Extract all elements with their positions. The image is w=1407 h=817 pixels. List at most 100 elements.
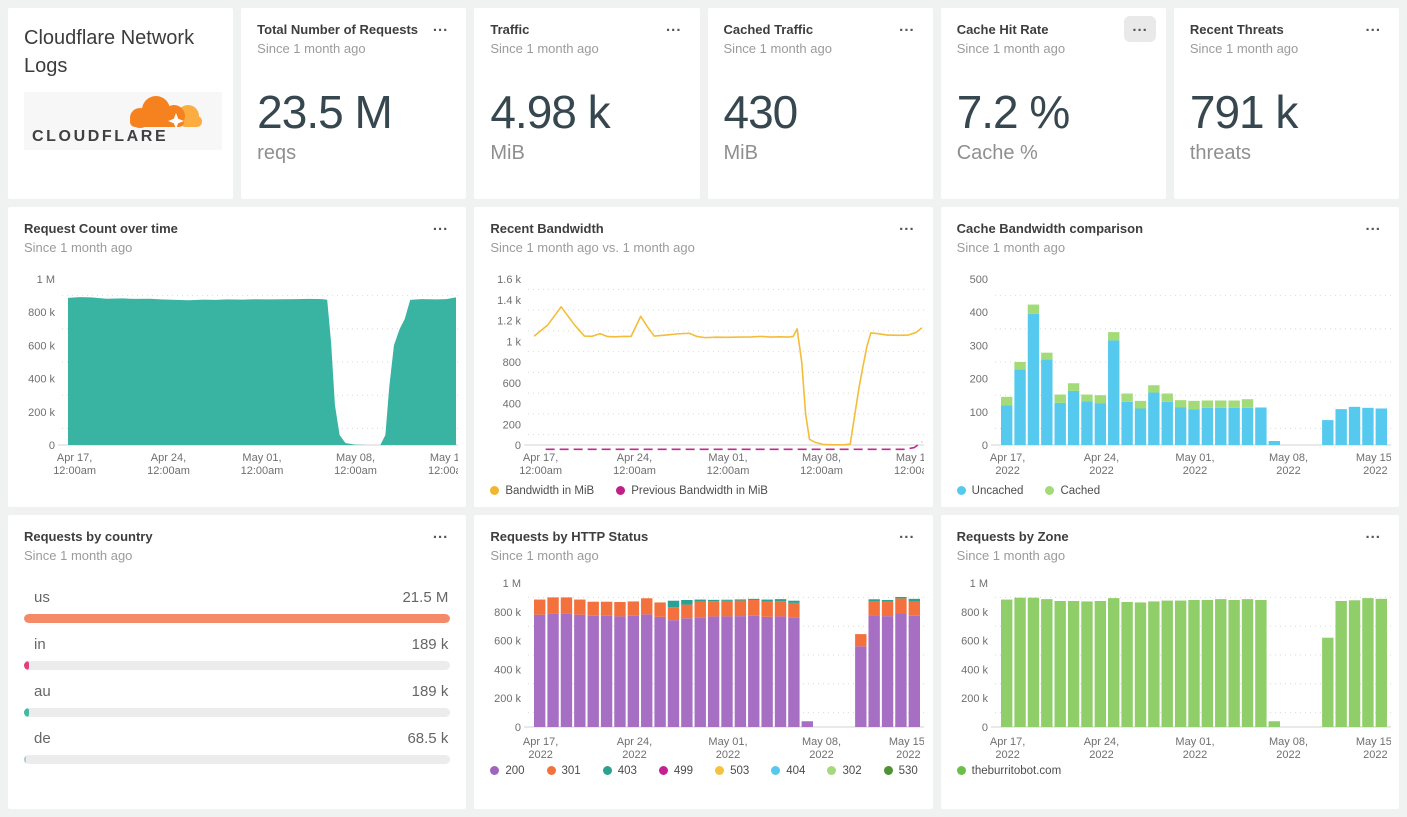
svg-text:300: 300 — [969, 340, 987, 352]
legend-label: 404 — [786, 764, 806, 777]
svg-text:May 01,2022: May 01, 2022 — [1175, 736, 1214, 761]
legend-label: theburritobot.com — [971, 764, 1062, 777]
legend-item[interactable]: 530 — [883, 764, 918, 777]
svg-text:May 15,2022: May 15,2022 — [1356, 452, 1391, 477]
stat-unit: threats — [1189, 142, 1252, 165]
svg-text:Apr 24,12:00am: Apr 24, 12:00am — [613, 452, 656, 477]
legend-dot — [546, 766, 556, 776]
stat-value: 430 — [723, 86, 799, 138]
panel-subtitle: Since 1 month ago — [723, 41, 832, 56]
legend-item[interactable]: Bandwidth in MiB — [490, 485, 594, 497]
panel-menu-button[interactable]: ... — [1124, 16, 1156, 42]
panel-menu-button[interactable]: ... — [432, 18, 449, 35]
svg-text:May 08,2022: May 08, 2022 — [1269, 452, 1308, 477]
legend-label: 503 — [730, 764, 750, 777]
legend-item[interactable]: 404 — [771, 765, 805, 777]
cloudflare-logo: CLOUDFLARE — [24, 92, 222, 150]
legend-dot — [715, 766, 725, 776]
svg-text:0: 0 — [982, 722, 988, 734]
panel-title: Recent Bandwidth — [490, 220, 604, 236]
panel-branding: Cloudflare Network Logs CLOUDFLARE — [8, 8, 234, 199]
panel-title: Recent Threats — [1189, 22, 1284, 37]
legend-item[interactable]: 403 — [602, 765, 637, 777]
svg-text:200 k: 200 k — [961, 693, 988, 705]
stat-value: 23.5 M — [257, 86, 393, 138]
legend-dot — [771, 766, 781, 776]
legend-label: Uncached — [971, 484, 1024, 497]
country-row: au 189 k — [24, 682, 451, 717]
stat-value: 4.98 k — [490, 86, 610, 138]
svg-text:0: 0 — [49, 440, 55, 452]
panel-menu-button[interactable]: ... — [432, 216, 449, 234]
svg-text:May 15,12:00am: May 15,12:00am — [894, 452, 924, 477]
svg-text:200: 200 — [969, 373, 987, 385]
country-bar-fill — [24, 613, 451, 623]
svg-text:600: 600 — [503, 378, 521, 390]
legend-dot — [616, 486, 626, 496]
stat-value: 791 k — [1189, 86, 1299, 138]
panel-title: Traffic — [490, 22, 530, 37]
panel-menu-button[interactable]: ... — [1365, 524, 1381, 542]
legend-item[interactable]: Previous Bandwidth in MiB — [616, 485, 768, 497]
chart-legend: Bandwidth in MiB Previous Bandwidth in Mi… — [490, 485, 924, 497]
panel-menu-button[interactable]: ... — [899, 216, 915, 234]
svg-text:600 k: 600 k — [494, 635, 521, 647]
svg-text:1 M: 1 M — [503, 578, 521, 590]
legend-dot — [658, 766, 668, 776]
country-bar-track — [24, 613, 451, 623]
panel-menu-button[interactable]: ... — [1365, 18, 1382, 35]
legend-dot — [602, 766, 612, 776]
panel-menu-button[interactable]: ... — [432, 524, 449, 542]
legend-item[interactable]: Cached — [1045, 485, 1100, 497]
legend-dot — [490, 766, 500, 776]
svg-text:Apr 17,2022: Apr 17, 2022 — [990, 452, 1025, 477]
svg-text:May 08,2022: May 08, 2022 — [802, 736, 841, 761]
legend-item[interactable]: 503 — [715, 765, 749, 777]
svg-text:Apr 24,2022: Apr 24, 2022 — [1083, 736, 1118, 761]
legend-dot — [956, 766, 966, 776]
panel-menu-button[interactable]: ... — [899, 18, 915, 35]
svg-text:May 01,2022: May 01, 2022 — [709, 736, 748, 761]
legend-item[interactable]: Uncached — [956, 484, 1024, 497]
legend-label: 301 — [561, 764, 581, 777]
country-value: 189 k — [411, 635, 449, 653]
panel-requests-by-country: ... Requests by country Since 1 month ag… — [8, 514, 467, 809]
svg-text:600 k: 600 k — [961, 635, 988, 647]
stat-unit: reqs — [257, 142, 297, 165]
panel-cache-bandwidth: ... Cache Bandwidth comparison Since 1 m… — [940, 206, 1399, 507]
panel-menu-button[interactable]: ... — [899, 524, 915, 542]
country-value: 189 k — [411, 682, 449, 700]
panel-title: Requests by HTTP Status — [490, 528, 649, 544]
svg-text:May 15,12:00am: May 15,12:00am — [428, 452, 458, 477]
panel-title: Requests by country — [24, 528, 153, 544]
legend-item[interactable]: theburritobot.com — [956, 764, 1062, 777]
panel-title: Cache Bandwidth comparison — [956, 220, 1144, 236]
stat-value: 7.2 % — [956, 86, 1071, 138]
legend-item[interactable]: 200 — [490, 765, 525, 777]
panel-title: Total Number of Requests — [257, 22, 419, 37]
svg-text:0: 0 — [515, 722, 521, 734]
svg-text:May 08,12:00am: May 08, 12:00am — [334, 452, 377, 477]
panel-total-requests: ... Total Number of Requests Since 1 mon… — [241, 8, 467, 199]
svg-text:May 01,12:00am: May 01, 12:00am — [241, 452, 284, 477]
svg-text:Apr 24,2022: Apr 24, 2022 — [1083, 452, 1118, 477]
legend-item[interactable]: 499 — [658, 765, 693, 777]
stat-row: Cloudflare Network Logs CLOUDFLARE ... T… — [8, 8, 1400, 199]
svg-text:100: 100 — [969, 407, 987, 419]
legend-label: 530 — [898, 764, 918, 777]
legend-item[interactable]: 302 — [827, 765, 862, 777]
legend-item[interactable]: 301 — [546, 764, 581, 777]
svg-text:May 01,12:00am: May 01, 12:00am — [707, 452, 750, 477]
panel-subtitle: Since 1 month ago — [1189, 41, 1299, 56]
svg-text:Apr 24,12:00am: Apr 24, 12:00am — [147, 452, 190, 477]
panel-menu-button[interactable]: ... — [1365, 216, 1381, 234]
country-bar-fill — [24, 707, 30, 717]
panel-title: Cache Hit Rate — [956, 22, 1049, 37]
panel-title: Cached Traffic — [723, 22, 814, 37]
panel-menu-button[interactable]: ... — [666, 18, 682, 35]
legend-dot — [827, 766, 837, 776]
svg-text:400: 400 — [503, 398, 521, 410]
svg-text:May 08,2022: May 08, 2022 — [1269, 736, 1308, 761]
country-bar-track — [24, 754, 451, 764]
panel-recent-threats: ... Recent Threats Since 1 month ago 791… — [1173, 8, 1400, 199]
